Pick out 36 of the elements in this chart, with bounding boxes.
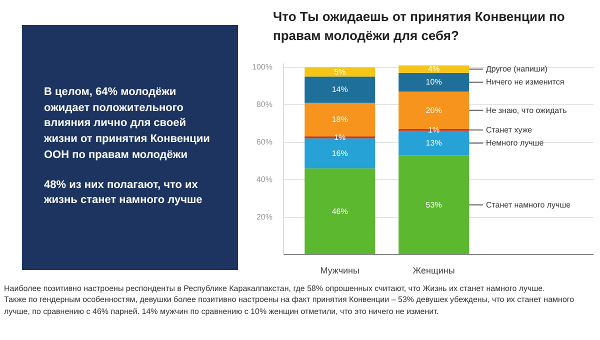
chart-title: Что Ты ожидаешь от принятия Конвенции по правам молодёжи для себя?	[273, 8, 566, 45]
text: Также по гендерным особенностям, девушки более позитивно настроены на факт принятия Конвенции – 53% девушек убеждены, что их станет намного лучше, по сравнению с 46% парней. 14% мужчин по сравнению с 10% женщин отметили, что это ничего не изменит.	[4, 295, 574, 316]
bar	[304, 76, 376, 103]
data-label: 14%	[332, 85, 348, 94]
text: Не знаю, что ожидать	[486, 106, 567, 115]
y-tick-label: 80%	[256, 100, 273, 110]
data-label: 20%	[426, 106, 442, 115]
text: 48% из них полагают, что их жизнь станет намного лучше	[44, 178, 204, 208]
data-label: 13%	[426, 138, 442, 148]
bar	[304, 138, 376, 168]
text: Немного лучше	[486, 138, 544, 148]
data-label: 10%	[426, 78, 442, 87]
y-tick-label: 60%	[256, 138, 273, 147]
bar	[398, 72, 470, 92]
text: Станет хуже	[486, 125, 533, 134]
data-label: 5%	[334, 67, 346, 76]
bar	[304, 67, 376, 77]
x-tick-label: Женщины	[412, 266, 455, 276]
data-label: 16%	[332, 148, 348, 158]
bar	[304, 168, 376, 254]
text: Другое (напиши)	[486, 64, 548, 74]
x-tick-label: Мужчины	[320, 266, 360, 276]
text: Ничего не изменится	[486, 78, 564, 87]
text: В целом, 64% молодёжи ожидает положительного влияния лично для своей жизни от принятия Конвенции ООН по правам молодёжи	[44, 85, 211, 163]
data-label: 46%	[332, 206, 348, 216]
text: Наиболее позитивно настроены респонденты в Республике Каракалпакстан, где 58% опрошенных считают, что Жизнь их станет намного лучше.	[4, 284, 545, 293]
bar	[398, 155, 470, 254]
y-tick-label: 20%	[256, 212, 273, 222]
bar	[398, 65, 470, 73]
text: Станет намного лучше	[486, 200, 572, 210]
bar	[398, 130, 470, 156]
data-label: 53%	[426, 200, 442, 210]
data-label: 18%	[332, 115, 348, 124]
data-label: 4%	[428, 64, 440, 74]
y-tick-label: 40%	[256, 175, 273, 184]
y-tick-label: 100%	[252, 62, 273, 72]
